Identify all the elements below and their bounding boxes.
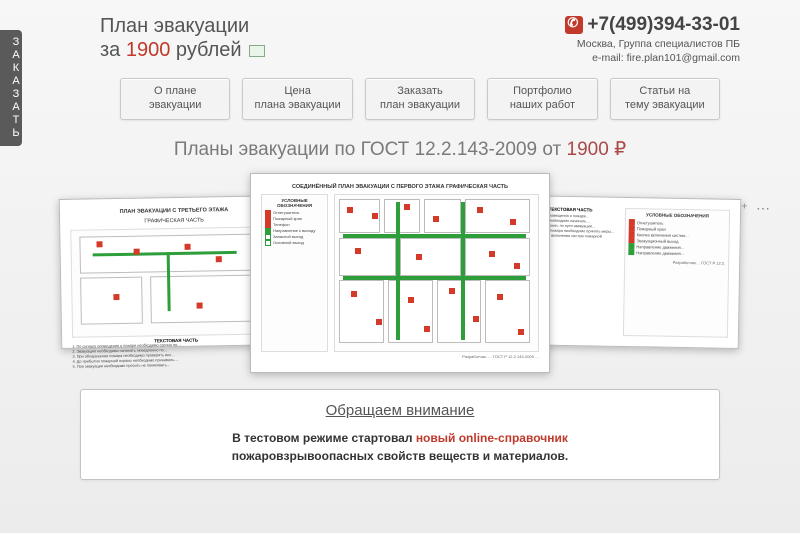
header: План эвакуации за 1900 рублей +7(499)394… [0,0,800,72]
page-headline: Планы эвакуации по ГОСТ 12.2.143-2009 от… [0,134,800,173]
plan-left-map [70,226,280,338]
plan-center-legend: УСЛОВНЫЕ ОБОЗНАЧЕНИЯ ОгнетушительПожарны… [261,194,328,352]
contact-city: Москва, Группа специалистов ПБ [565,38,740,50]
site-title: План эвакуации за 1900 рублей [100,14,265,64]
legend-text: Пожарный кран [637,225,666,231]
title-line1: План эвакуации [100,14,265,38]
plan-right-foot: Разработчик… ГОСТ Р 12.2. [628,259,725,266]
money-icon [249,45,265,57]
nav-articles[interactable]: Статьи натему эвакуации [610,78,720,120]
notice-body: В тестовом режиме стартовал новый online… [97,429,703,465]
nav-price[interactable]: Ценаплана эвакуации [242,78,352,120]
phone-icon [565,16,583,34]
plan-right-legend: УСЛОВНЫЕ ОБОЗНАЧЕНИЯ ОгнетушительПожарны… [623,207,730,337]
main-nav: О планеэвакуации Ценаплана эвакуации Зак… [0,72,800,134]
phone-number[interactable]: +7(499)394-33-01 [565,14,740,36]
notice-title: Обращаем внимание [97,402,703,419]
legend-icon [628,249,634,255]
legend-text: Кнопка включения систем… [637,231,689,237]
legend-text: Направление к выходу [273,228,315,233]
title-line2: за 1900 рублей [100,38,265,62]
plan-gallery: ПЛАН ЭВАКУАЦИИ С ТРЕТЬЕГО ЭТАЖА ГРАФИЧЕС… [60,173,740,373]
legend-text: Огнетушитель [273,210,300,215]
more-icon[interactable]: ⋯ [756,200,770,217]
title-price: 1900 [126,39,171,61]
legend-text: Телефон [273,222,290,227]
notice-link[interactable]: новый online-справочник [416,431,568,445]
legend-text: Огнетушитель [637,219,664,224]
legend-text: Эвакуационный выход [637,237,679,243]
legend-row: Основной выход [265,240,324,246]
email-link[interactable]: fire.plan101@gmail.com [627,52,740,64]
legend-icon [629,219,635,225]
legend-text: Пожарный кран [273,216,302,221]
legend-text: Основной выход [273,240,304,245]
nav-portfolio[interactable]: Портфолионаших работ [487,78,597,120]
contact-block: +7(499)394-33-01 Москва, Группа специали… [565,14,740,64]
legend-icon [629,237,635,243]
legend-text: Запасной выход [273,234,303,239]
legend-icon [629,225,635,231]
plan-left-title: ПЛАН ЭВАКУАЦИИ С ТРЕТЬЕГО ЭТАЖА [70,206,278,216]
plan-center-foot: Разработчик: … ГОСТ Р 12.2.143-2009 … [261,354,539,359]
legend-row: Направление движения… [628,249,725,257]
order-side-tab[interactable]: ЗАКАЗАТЬ [0,30,22,146]
legend-icon [629,231,635,237]
legend-text: Направление движения… [636,249,684,255]
legend-icon [265,240,271,246]
contact-email: e-mail: fire.plan101@gmail.com [565,52,740,64]
plan-left-subtitle: ГРАФИЧЕСКАЯ ЧАСТЬ [70,216,278,226]
notice-box: Обращаем внимание В тестовом режиме стар… [80,389,720,480]
legend-text: Направление движения… [636,243,684,249]
legend-icon [628,243,634,249]
legend-row: Направление к выходу [265,228,324,234]
nav-order[interactable]: Заказатьплан эвакуации [365,78,475,120]
headline-price: 1900 ₽ [567,139,627,160]
plan-thumb-center[interactable]: СОЕДИНЁННЫЙ ПЛАН ЭВАКУАЦИИ С ПЕРВОГО ЭТА… [250,173,550,373]
nav-about[interactable]: О планеэвакуации [120,78,230,120]
plan-center-title: СОЕДИНЁННЫЙ ПЛАН ЭВАКУАЦИИ С ПЕРВОГО ЭТА… [261,184,539,190]
plan-center-map [334,194,539,352]
